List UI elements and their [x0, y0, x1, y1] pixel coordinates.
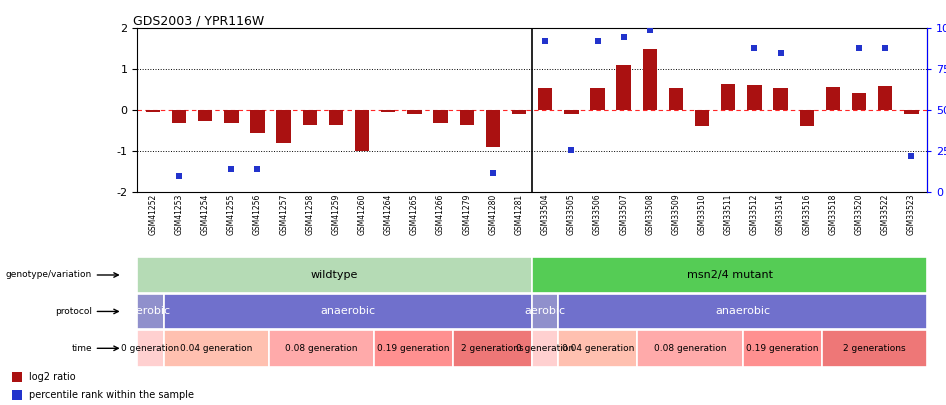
Text: 0.19 generation: 0.19 generation	[746, 344, 818, 353]
Text: msn2/4 mutant: msn2/4 mutant	[687, 270, 773, 280]
Bar	[822, 330, 927, 367]
Bar	[852, 93, 867, 111]
Text: time: time	[71, 344, 92, 353]
Bar	[433, 111, 447, 123]
Bar	[137, 294, 164, 329]
Bar	[669, 88, 683, 111]
Bar	[460, 111, 474, 125]
Bar	[638, 330, 743, 367]
Text: anaerobic: anaerobic	[321, 307, 376, 316]
Bar	[538, 88, 552, 111]
Bar	[747, 85, 762, 111]
Bar	[381, 111, 395, 113]
Bar	[799, 111, 814, 126]
Text: percentile rank within the sample: percentile rank within the sample	[28, 390, 194, 400]
Text: 0.04 generation: 0.04 generation	[562, 344, 634, 353]
Bar	[276, 111, 290, 143]
Bar	[137, 257, 532, 293]
Bar	[721, 84, 735, 111]
Text: aerobic: aerobic	[130, 307, 171, 316]
Text: 0.04 generation: 0.04 generation	[180, 344, 253, 353]
Bar	[407, 111, 422, 115]
Bar	[251, 111, 265, 133]
Bar	[164, 330, 269, 367]
Text: aerobic: aerobic	[525, 307, 566, 316]
Bar	[512, 111, 526, 115]
Bar	[532, 257, 927, 293]
Text: 0 generation: 0 generation	[517, 344, 574, 353]
Bar	[164, 294, 532, 329]
Text: 2 generations: 2 generations	[843, 344, 905, 353]
Bar	[774, 88, 788, 111]
Text: 0.08 generation: 0.08 generation	[286, 344, 358, 353]
Text: 0.08 generation: 0.08 generation	[654, 344, 727, 353]
Bar	[224, 111, 238, 123]
Bar	[146, 111, 160, 113]
Bar	[558, 294, 927, 329]
Bar	[590, 88, 604, 111]
Text: protocol: protocol	[55, 307, 92, 316]
Bar	[617, 65, 631, 111]
Text: anaerobic: anaerobic	[715, 307, 770, 316]
Bar	[642, 49, 657, 111]
Bar	[532, 330, 558, 367]
Bar	[564, 111, 579, 115]
Bar	[695, 111, 710, 126]
Text: 0 generation: 0 generation	[121, 344, 180, 353]
Bar	[11, 390, 23, 400]
Bar	[198, 111, 212, 121]
Bar	[826, 87, 840, 111]
Bar	[303, 111, 317, 125]
Bar	[878, 86, 892, 111]
Bar	[137, 330, 164, 367]
Bar	[558, 330, 638, 367]
Bar	[172, 111, 186, 123]
Text: 2 generations: 2 generations	[462, 344, 524, 353]
Bar	[904, 111, 919, 115]
Bar	[485, 111, 500, 147]
Text: 0.19 generation: 0.19 generation	[377, 344, 450, 353]
Bar	[743, 330, 822, 367]
Bar	[329, 111, 343, 125]
Bar	[355, 111, 369, 151]
Text: wildtype: wildtype	[311, 270, 359, 280]
Bar	[374, 330, 453, 367]
Bar	[11, 372, 23, 382]
Bar	[532, 294, 558, 329]
Text: log2 ratio: log2 ratio	[28, 372, 76, 382]
Text: GDS2003 / YPR116W: GDS2003 / YPR116W	[133, 14, 265, 27]
Text: genotype/variation: genotype/variation	[6, 271, 92, 279]
Bar	[453, 330, 532, 367]
Bar	[269, 330, 374, 367]
